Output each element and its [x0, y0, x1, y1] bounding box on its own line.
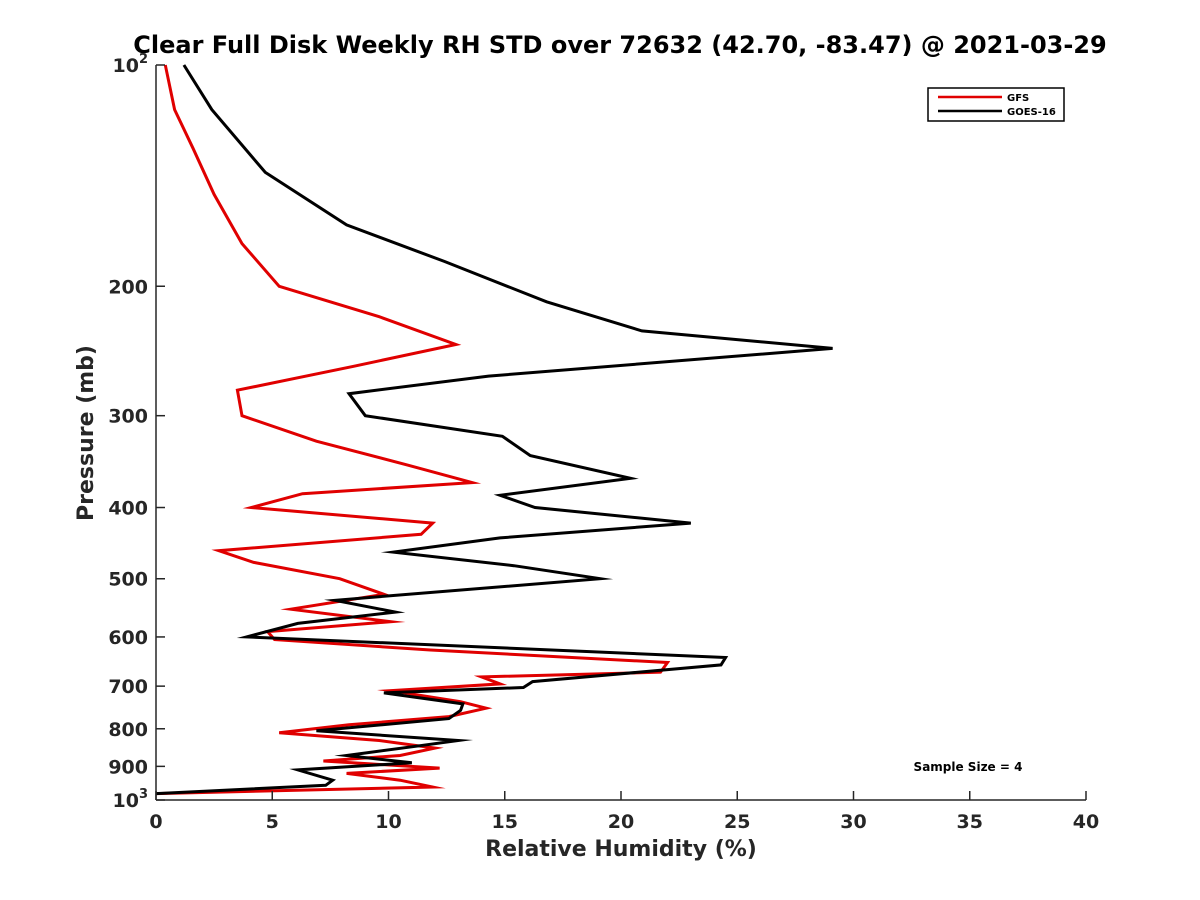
sample-size-annotation: Sample Size = 4 — [914, 760, 1023, 774]
x-tick-label: 30 — [840, 811, 866, 833]
legend-label-goes16: GOES-16 — [1007, 107, 1056, 118]
y-axis-label: Pressure (mb) — [74, 345, 99, 521]
legend: GFS GOES-16 — [927, 87, 1065, 122]
x-tick-label: 10 — [375, 811, 401, 833]
x-axis-label: Relative Humidity (%) — [485, 837, 757, 862]
x-tick-label: 35 — [957, 811, 983, 833]
x-tick-label: 25 — [724, 811, 750, 833]
x-tick-label: 5 — [266, 811, 279, 833]
y-tick-label: 102 — [113, 52, 149, 77]
legend-box — [927, 87, 1065, 122]
series-line-gfs — [155, 64, 671, 796]
legend-label-gfs: GFS — [1007, 93, 1029, 104]
chart-title: Clear Full Disk Weekly RH STD over 72632… — [133, 31, 1106, 59]
x-axis-ticks: 0 5 10 15 20 25 30 35 40 — [149, 791, 1099, 833]
x-tick-label: 20 — [608, 811, 634, 833]
y-tick-label: 700 — [108, 676, 148, 698]
y-tick-label: 500 — [108, 569, 148, 591]
y-tick-label: 300 — [108, 406, 148, 428]
x-tick-label: 40 — [1073, 811, 1099, 833]
y-tick-label: 400 — [108, 498, 148, 520]
x-tick-label: 0 — [149, 811, 162, 833]
y-tick-label: 600 — [108, 627, 148, 649]
y-axis-ticks: 102 200 300 400 500 600 700 800 900 103 — [108, 52, 165, 812]
y-tick-label: 200 — [108, 276, 148, 298]
y-tick-label: 900 — [108, 756, 148, 778]
y-tick-label: 103 — [113, 787, 149, 812]
series-line-goes16 — [155, 64, 833, 796]
y-tick-label: 800 — [108, 719, 148, 741]
series-layer — [155, 64, 833, 796]
x-tick-label: 15 — [492, 811, 518, 833]
